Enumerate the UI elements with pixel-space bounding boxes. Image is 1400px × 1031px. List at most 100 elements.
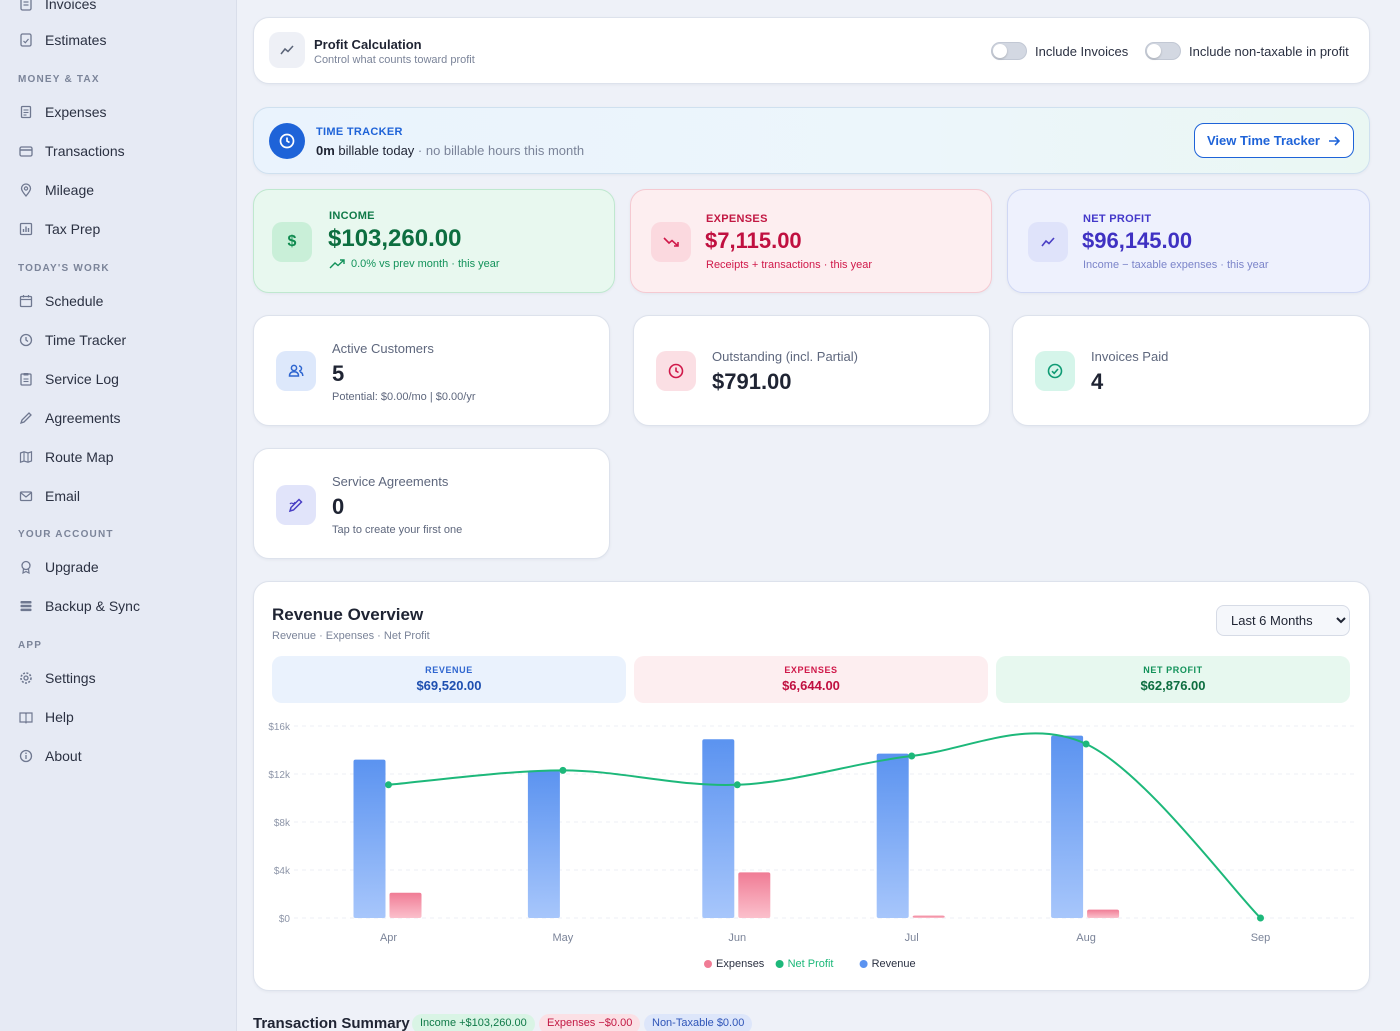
sidebar-section-title: APP bbox=[18, 640, 43, 651]
badge-icon bbox=[18, 559, 34, 575]
pen-icon bbox=[276, 485, 316, 525]
view-time-tracker-button[interactable]: View Time Tracker bbox=[1194, 123, 1354, 158]
sidebar-item-schedule[interactable]: Schedule bbox=[18, 289, 103, 313]
sidebar-item-settings[interactable]: Settings bbox=[18, 666, 96, 690]
card-icon bbox=[18, 143, 34, 159]
net-profit-value: $96,145.00 bbox=[1082, 228, 1193, 253]
sidebar-item-tax-prep[interactable]: Tax Prep bbox=[18, 217, 100, 241]
expenses-summary-value: $6,644.00 bbox=[782, 678, 840, 693]
period-select[interactable]: Last 6 Months bbox=[1216, 605, 1350, 636]
pen-icon bbox=[18, 410, 34, 426]
expenses-value: $7,115.00 bbox=[705, 228, 802, 253]
sidebar-item-email[interactable]: Email bbox=[18, 484, 80, 508]
receipt-icon bbox=[18, 104, 34, 120]
sidebar-item-invoices[interactable]: Invoices bbox=[18, 0, 96, 16]
include-invoices-label: Include Invoices bbox=[1035, 44, 1129, 59]
trend-icon bbox=[269, 32, 305, 68]
net-profit-point bbox=[1082, 740, 1090, 748]
invoice-icon bbox=[18, 0, 34, 12]
sidebar-item-label: Help bbox=[45, 709, 74, 725]
net-profit-card[interactable]: NET PROFIT $96,145.00 Income − taxable e… bbox=[1007, 189, 1370, 293]
gear-icon bbox=[18, 670, 34, 686]
transaction-summary-title: Transaction Summary bbox=[253, 1015, 410, 1031]
sidebar-item-label: Tax Prep bbox=[45, 221, 101, 237]
income-card[interactable]: $ INCOME $103,260.00 0.0% vs prev month … bbox=[253, 189, 615, 293]
sidebar-item-time-tracker[interactable]: Time Tracker bbox=[18, 328, 126, 352]
active-customers-sub: Potential: $0.00/mo | $0.00/yr bbox=[332, 391, 476, 403]
trend-down-icon bbox=[651, 222, 691, 262]
clipboard-icon bbox=[18, 371, 34, 387]
sidebar-item-estimates[interactable]: Estimates bbox=[18, 28, 106, 52]
net-profit-label: NET PROFIT bbox=[1083, 213, 1152, 225]
sidebar-item-about[interactable]: About bbox=[18, 744, 82, 768]
check-circle-icon bbox=[1035, 351, 1075, 391]
clock-icon bbox=[656, 351, 696, 391]
sidebar-item-label: Transactions bbox=[45, 143, 125, 159]
y-tick-label: $4k bbox=[274, 866, 291, 877]
y-tick-label: $8k bbox=[274, 818, 291, 829]
active-customers-card[interactable]: Active Customers 5 Potential: $0.00/mo |… bbox=[253, 315, 610, 426]
expenses-summary-label: EXPENSES bbox=[784, 665, 838, 675]
service-agreements-value: 0 bbox=[332, 494, 345, 519]
income-pill: Income +$103,260.00 bbox=[412, 1014, 535, 1031]
net-profit-point bbox=[733, 781, 741, 789]
x-tick-label: Jun bbox=[728, 932, 746, 944]
dollar-icon: $ bbox=[272, 222, 312, 262]
revenue-summary-value: $69,520.00 bbox=[416, 678, 482, 693]
expenses-sub: Receipts + transactions · this year bbox=[706, 259, 872, 271]
sidebar-item-help[interactable]: Help bbox=[18, 705, 74, 729]
location-pin-icon bbox=[18, 182, 34, 198]
net-profit-point bbox=[385, 781, 392, 789]
profit-calc-subtitle: Control what counts toward profit bbox=[314, 54, 475, 66]
book-icon bbox=[18, 709, 34, 725]
revenue-bar bbox=[702, 739, 735, 918]
invoices-paid-card[interactable]: Invoices Paid 4 bbox=[1012, 315, 1370, 426]
sidebar-item-label: Expenses bbox=[45, 104, 107, 120]
net-profit-point bbox=[559, 766, 567, 774]
sidebar-item-label: Upgrade bbox=[45, 559, 99, 575]
sidebar-item-agreements[interactable]: Agreements bbox=[18, 406, 120, 430]
net-profit-point bbox=[908, 752, 916, 760]
revenue-summary-label: REVENUE bbox=[425, 665, 473, 675]
sidebar: Invoices Estimates MONEY & TAX Expenses … bbox=[0, 0, 237, 1031]
sidebar-item-expenses[interactable]: Expenses bbox=[18, 100, 106, 124]
expenses-bar bbox=[389, 892, 422, 918]
profit-calc-title: Profit Calculation bbox=[314, 37, 422, 52]
net-profit-line bbox=[388, 732, 1262, 919]
mail-icon bbox=[18, 488, 34, 504]
calendar-icon bbox=[18, 293, 34, 309]
sidebar-item-backup-sync[interactable]: Backup & Sync bbox=[18, 594, 140, 618]
sidebar-item-service-log[interactable]: Service Log bbox=[18, 367, 119, 391]
invoices-paid-value: 4 bbox=[1091, 369, 1104, 394]
include-nontaxable-toggle[interactable] bbox=[1145, 42, 1181, 60]
y-tick-label: $12k bbox=[268, 770, 291, 781]
service-agreements-card[interactable]: Service Agreements 0 Tap to create your … bbox=[253, 448, 610, 559]
expenses-bar bbox=[738, 872, 771, 918]
sidebar-item-transactions[interactable]: Transactions bbox=[18, 139, 125, 163]
sidebar-item-label: Route Map bbox=[45, 449, 114, 465]
revenue-bar bbox=[353, 759, 386, 918]
legend-label: Expenses bbox=[716, 958, 765, 970]
expenses-card[interactable]: EXPENSES $7,115.00 Receipts + transactio… bbox=[630, 189, 992, 293]
net-profit-summary-value: $62,876.00 bbox=[1140, 678, 1206, 693]
income-label: INCOME bbox=[329, 210, 375, 222]
income-change: 0.0% vs prev month · this year bbox=[329, 258, 500, 270]
sidebar-item-route-map[interactable]: Route Map bbox=[18, 445, 113, 469]
clock-icon bbox=[18, 332, 34, 348]
outstanding-card[interactable]: Outstanding (incl. Partial) $791.00 bbox=[633, 315, 990, 426]
sidebar-item-mileage[interactable]: Mileage bbox=[18, 178, 94, 202]
info-icon bbox=[18, 748, 34, 764]
billable-today-value: 0m bbox=[316, 143, 335, 158]
sidebar-item-upgrade[interactable]: Upgrade bbox=[18, 555, 99, 579]
time-tracker-banner: TIME TRACKER 0m billable today · no bill… bbox=[253, 107, 1370, 174]
sidebar-item-label: Backup & Sync bbox=[45, 598, 140, 614]
revenue-summary: REVENUE $69,520.00 bbox=[272, 656, 626, 703]
sidebar-item-label: Agreements bbox=[45, 410, 121, 426]
sidebar-item-label: Estimates bbox=[45, 32, 107, 48]
x-tick-label: May bbox=[553, 932, 574, 944]
x-tick-label: Jul bbox=[905, 932, 919, 944]
include-invoices-toggle[interactable] bbox=[991, 42, 1027, 60]
active-customers-label: Active Customers bbox=[332, 341, 434, 356]
estimate-icon bbox=[18, 32, 34, 48]
clock-icon bbox=[269, 123, 305, 159]
